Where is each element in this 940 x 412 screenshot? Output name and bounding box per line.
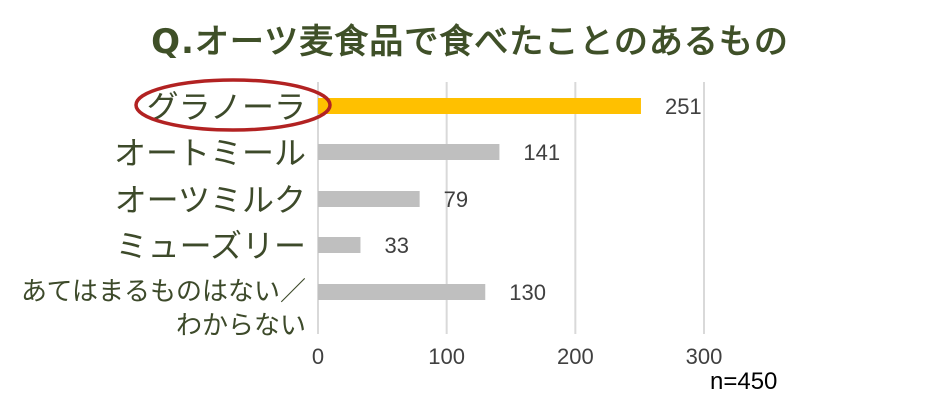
chart-title: Q.オーツ麦食品で食べたことのあるもの [151,22,789,62]
category-label-3: オーツミルク [115,181,306,219]
value-label-5: 130 [509,280,546,305]
bar-4 [318,237,361,253]
value-label-4: 33 [384,233,408,258]
highlight-marker [134,78,332,132]
x-axis-ticks: 0 100 200 300 [312,344,722,369]
category-label-1: グラノーラ [147,88,306,126]
bar-5 [318,284,486,300]
value-labels: 251 141 79 33 130 [384,94,701,305]
bars [318,98,641,300]
tick-label-100: 100 [428,344,465,369]
value-label-3: 79 [444,187,468,212]
category-label-4: ミューズリー [116,227,306,265]
tick-label-200: 200 [557,344,594,369]
bar-2 [318,144,500,160]
bar-1 [318,98,641,114]
value-label-2: 141 [523,140,560,165]
value-label-1: 251 [665,94,702,119]
bar-3 [318,191,420,207]
tick-label-300: 300 [686,344,723,369]
category-label-2: オートミール [114,134,306,172]
sample-size-note: n=450 [710,368,778,395]
category-label-5: あてはまるものはない／わからない [21,277,306,341]
tick-label-0: 0 [312,344,324,369]
highlight-ellipse [134,78,332,132]
